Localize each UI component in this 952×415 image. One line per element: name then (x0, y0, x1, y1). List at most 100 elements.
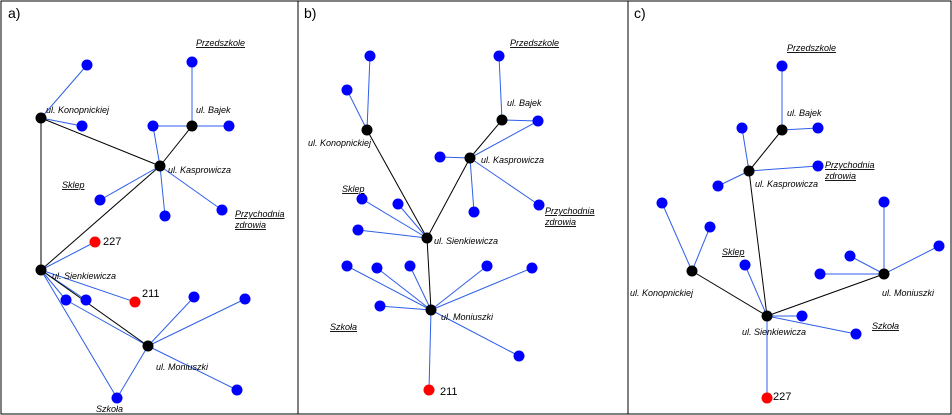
panel-a-node-mon (142, 340, 154, 352)
panel-c-letter: c) (634, 5, 646, 21)
panel-a-blue-edge-kas-a6 (99, 165, 161, 201)
panel-c-label-sienkiewicza: ul. Sienkiewicza (742, 327, 806, 337)
panel-a-black-edge-kon-kas (40, 117, 161, 167)
panel-a-node-a9 (60, 294, 72, 306)
panel-b-label-przedszkole: Przedszkole (510, 38, 559, 48)
panel-c-label-bajek: ul. Bajek (787, 108, 822, 118)
panel-c-blue-edge-mon-c10 (849, 255, 885, 275)
panel-c-blue-edge-sie-c14 (766, 315, 857, 335)
panel-c-node-n227 (761, 392, 773, 404)
panel-b-blue-edge-baj-b4 (501, 119, 539, 122)
panel-c-label-sklep: Sklep (722, 247, 745, 257)
panel-a-node-sie (35, 264, 47, 276)
panel-a-node-a13 (239, 293, 251, 305)
panel-c-label-kasprowicza: ul. Kasprowicza (755, 179, 818, 189)
panel-a-node-a7 (159, 210, 171, 222)
panel-a-label-konopnickiej: ul. Konopnickiej (46, 105, 110, 115)
panel-b-label-211: 211 (440, 386, 458, 398)
panel-b-label-moniuszki: ul. Moniuszki (441, 312, 494, 322)
panel-b-black-edge-kon-sie (366, 129, 428, 239)
panel-a-blue-edge-sie-a11 (40, 269, 118, 399)
panel-b-node-kas (464, 152, 476, 164)
panel-b-blue-edge-kas-b7 (469, 157, 540, 206)
nodes-layer (35, 50, 945, 404)
panel-a-label-moniuszki: ul. Moniuszki (156, 362, 209, 372)
panel-a-black-edge-sie-mon (40, 269, 149, 347)
panel-c-node-c11 (814, 268, 826, 280)
panel-b-node-sie (421, 232, 433, 244)
panel-a-node-a4 (147, 120, 159, 132)
panel-b-node-b10 (392, 198, 404, 210)
panel-b-blue-edge-mon-b11 (346, 265, 432, 311)
panel-b-node-kon (361, 124, 373, 136)
panel-b-node-b1 (364, 50, 376, 62)
panel-a-blue-edge-mon-a13 (147, 298, 246, 347)
panel-b-node-b8 (356, 193, 368, 205)
panel-b-label-bajek: ul. Bajek (507, 98, 542, 108)
panel-b-label-sienkiewicza: ul. Sienkiewicza (434, 236, 498, 246)
panel-b-label-sklep: Sklep (342, 184, 365, 194)
panel-b-blue-edge-kon-b1 (366, 55, 371, 131)
panel-a-node-a11 (111, 392, 123, 404)
panel-a-label-przedszkole: Przedszkole (196, 38, 245, 48)
panel-b-blue-edge-kas-b4 (469, 120, 539, 159)
panel-b-node-b4 (532, 115, 544, 127)
panel-c-black-edge-kas-baj (748, 129, 783, 172)
panel-c-node-c6 (656, 197, 668, 209)
panel-c-node-c9 (878, 196, 890, 208)
panel-c-node-c8 (739, 259, 751, 271)
panel-b-node-b12 (371, 262, 383, 274)
panel-c-black-edge-sie-mon (766, 273, 885, 317)
panel-a-node-baj (186, 120, 198, 132)
panel-a-blue-edge-mon-a9 (65, 299, 149, 347)
panel-a-blue-edge-sie-n227 (40, 241, 96, 271)
panel-b-node-b13 (404, 260, 416, 272)
panel-a-node-a6 (94, 194, 106, 206)
panel-c-blue-edge-kon-c7 (691, 226, 711, 272)
panel-c-node-mon (878, 268, 890, 280)
panel-b-blue-edge-mon-b12 (376, 267, 432, 311)
panel-b-blue-edge-mon-b15 (430, 267, 533, 311)
panel-a-blue-edge-kas-a7 (159, 165, 166, 217)
panel-b-node-b16 (374, 300, 386, 312)
panel-c-node-c7 (704, 221, 716, 233)
panel-b-label-szkola: Szkoła (330, 322, 357, 332)
edges-layer (40, 55, 940, 399)
panel-c-node-c12 (933, 240, 945, 252)
panel-b-blue-edge-mon-b13 (409, 265, 432, 311)
panel-b-label-przychodnia-1: Przychodnia (545, 206, 595, 216)
panel-b-blue-edge-mon-n211 (428, 309, 432, 391)
panel-a-blue-edge-mon-a12 (147, 296, 195, 347)
panel-b-blue-edge-sie-b10 (397, 203, 428, 239)
panel-b-node-b14 (481, 260, 493, 272)
panel-c-node-c1 (776, 60, 788, 72)
panel-a-node-a1 (81, 59, 93, 71)
panel-a-node-a10 (80, 294, 92, 306)
panel-a-node-a5 (223, 120, 235, 132)
panel-b-node-baj (496, 114, 508, 126)
panel-b-blue-edge-baj-b3 (498, 55, 503, 121)
panel-c-node-c3 (812, 122, 824, 134)
panel-c-label-227: 227 (773, 391, 791, 403)
panel-b-blue-edge-kas-b6 (469, 157, 475, 213)
panel-b-node-b3 (493, 50, 505, 62)
panel-c-node-c5 (712, 180, 724, 192)
panel-b-node-b7 (533, 199, 545, 211)
panel-c-black-edge-kon-sie (691, 270, 768, 317)
panel-c-node-c4 (812, 160, 824, 172)
panel-a-blue-edge-mon-a11 (116, 345, 149, 399)
panel-b-blue-edge-kon-b2 (346, 89, 368, 131)
panel-a-label-227: 227 (103, 236, 121, 248)
panel-c-label-konopnickiej: ul. Konopnickiej (630, 288, 694, 298)
panel-a-black-edge-kas-baj (159, 125, 193, 167)
panel-b-letter: b) (304, 5, 316, 21)
panel-b-blue-edge-sie-b9 (357, 229, 428, 239)
panel-c-node-c13 (796, 310, 808, 322)
panel-a-label-kasprowicza: ul. Kasprowicza (168, 165, 231, 175)
panel-c-blue-edge-mon-c12 (883, 245, 940, 275)
panel-c-blue-edge-kas-c5 (717, 170, 750, 187)
panel-c-blue-edge-kas-c2 (741, 127, 750, 172)
panel-c-blue-edge-sie-c8 (744, 264, 768, 317)
